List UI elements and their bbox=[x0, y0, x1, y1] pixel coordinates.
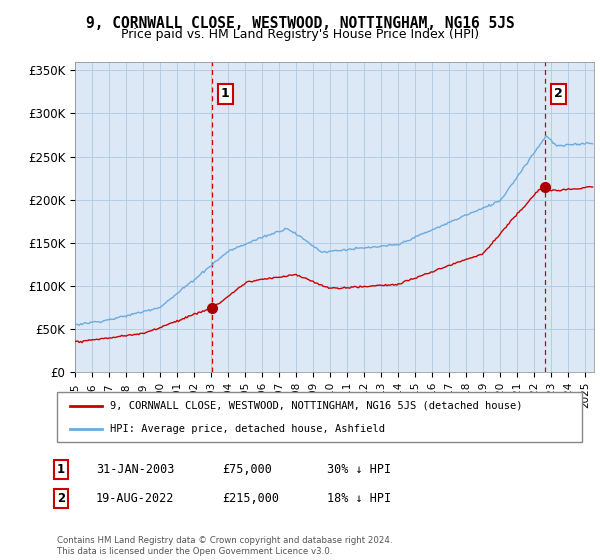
Text: HPI: Average price, detached house, Ashfield: HPI: Average price, detached house, Ashf… bbox=[110, 424, 385, 434]
Text: 2: 2 bbox=[57, 492, 65, 505]
Text: 2: 2 bbox=[554, 87, 562, 100]
Text: Price paid vs. HM Land Registry's House Price Index (HPI): Price paid vs. HM Land Registry's House … bbox=[121, 28, 479, 41]
Text: £215,000: £215,000 bbox=[222, 492, 279, 505]
Text: 1: 1 bbox=[221, 87, 230, 100]
Text: 31-JAN-2003: 31-JAN-2003 bbox=[96, 463, 175, 476]
Text: 9, CORNWALL CLOSE, WESTWOOD, NOTTINGHAM, NG16 5JS: 9, CORNWALL CLOSE, WESTWOOD, NOTTINGHAM,… bbox=[86, 16, 514, 31]
Text: 9, CORNWALL CLOSE, WESTWOOD, NOTTINGHAM, NG16 5JS (detached house): 9, CORNWALL CLOSE, WESTWOOD, NOTTINGHAM,… bbox=[110, 400, 522, 410]
Text: Contains HM Land Registry data © Crown copyright and database right 2024.
This d: Contains HM Land Registry data © Crown c… bbox=[57, 536, 392, 556]
Text: £75,000: £75,000 bbox=[222, 463, 272, 476]
Text: 30% ↓ HPI: 30% ↓ HPI bbox=[327, 463, 391, 476]
FancyBboxPatch shape bbox=[57, 392, 582, 442]
Text: 18% ↓ HPI: 18% ↓ HPI bbox=[327, 492, 391, 505]
Text: 1: 1 bbox=[57, 463, 65, 476]
Text: 19-AUG-2022: 19-AUG-2022 bbox=[96, 492, 175, 505]
